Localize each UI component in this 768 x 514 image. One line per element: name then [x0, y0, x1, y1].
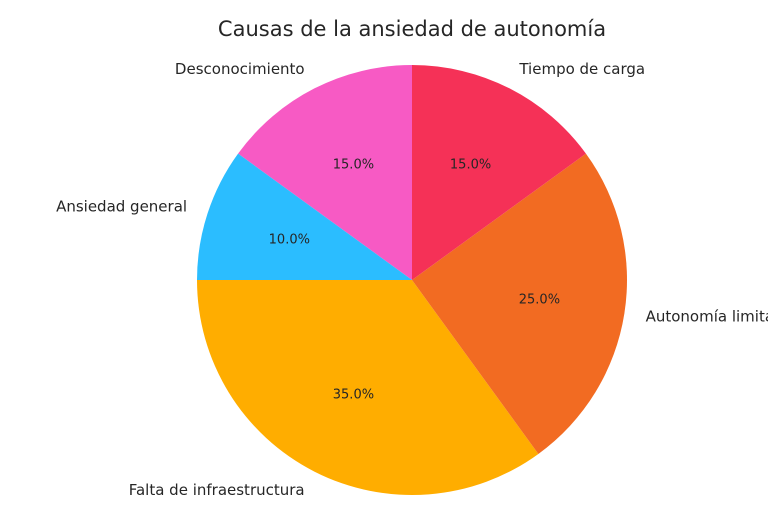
- chart-title: Causas de la ansiedad de autonomía: [218, 17, 606, 41]
- pie-percent-label: 15.0%: [333, 158, 374, 173]
- pie-category-label: Tiempo de carga: [518, 60, 645, 78]
- pie-slice: [197, 153, 412, 280]
- pie-category-label: Falta de infraestructura: [129, 481, 305, 499]
- pie-category-label: Autonomía limitada: [646, 307, 768, 325]
- pie-slice: [412, 153, 627, 454]
- pie-slices: [197, 65, 627, 495]
- pie-slice: [412, 65, 586, 280]
- pie-percent-label: 25.0%: [519, 293, 560, 308]
- pie-category-label: Desconocimiento: [175, 60, 305, 78]
- pie-percent-label: 35.0%: [333, 387, 374, 402]
- pie-percent-label: 10.0%: [269, 233, 310, 248]
- pie-percent-label: 15.0%: [450, 158, 491, 173]
- pie-percent-labels: 15.0% 10.0% 35.0% 25.0% 15.0%: [269, 158, 560, 403]
- pie-category-labels: Desconocimiento Ansiedad general Falta de …: [56, 60, 768, 499]
- pie-category-label: Ansiedad general: [56, 197, 187, 215]
- pie-slice: [238, 65, 412, 280]
- pie-slice: [197, 280, 539, 495]
